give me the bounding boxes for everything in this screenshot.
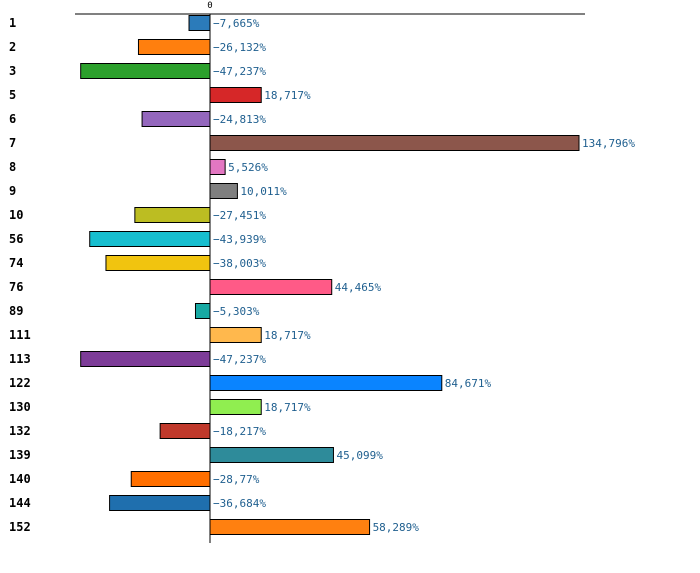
- bar-132: [159, 423, 211, 439]
- bar-89: [194, 303, 211, 319]
- zero-tick-label: 0: [207, 1, 212, 11]
- category-label: 76: [9, 280, 23, 294]
- category-label: 3: [9, 64, 16, 78]
- value-label: −27,451%: [213, 209, 266, 222]
- value-label: −28,77%: [213, 473, 260, 486]
- category-label: 1: [9, 16, 16, 30]
- category-label: 111: [9, 328, 31, 342]
- bar-8: [209, 159, 226, 175]
- value-label: 18,717%: [264, 89, 311, 102]
- bars-group: 1 −7,665% 2 −26,132% 3 −47,237% 5 18,717% 6 −24,8…: [9, 15, 635, 535]
- bar-1: [188, 15, 211, 31]
- value-label: −26,132%: [213, 41, 266, 54]
- value-label: 58,289%: [373, 521, 420, 534]
- value-label: −18,217%: [213, 425, 266, 438]
- category-label: 56: [9, 232, 23, 246]
- category-label: 113: [9, 352, 31, 366]
- bar-76: [209, 279, 333, 295]
- value-label: 18,717%: [264, 401, 311, 414]
- bar-7: [209, 135, 580, 151]
- bar-130: [209, 399, 262, 415]
- bar-2: [137, 39, 211, 55]
- value-label: −47,237%: [213, 353, 266, 366]
- value-label: −36,684%: [213, 497, 266, 510]
- category-label: 139: [9, 448, 31, 462]
- category-label: 7: [9, 136, 16, 150]
- bar-122: [209, 375, 443, 391]
- bar-140: [130, 471, 211, 487]
- bar-5: [209, 87, 262, 103]
- value-label: −47,237%: [213, 65, 266, 78]
- value-label: 45,099%: [336, 449, 383, 462]
- value-label: 44,465%: [335, 281, 382, 294]
- bar-9: [209, 183, 238, 199]
- value-label: 18,717%: [264, 329, 311, 342]
- bar-56: [89, 231, 211, 247]
- bar-6: [141, 111, 211, 127]
- value-label: −7,665%: [213, 17, 260, 30]
- category-label: 89: [9, 304, 23, 318]
- bar-74: [105, 255, 211, 271]
- value-label: 134,796%: [582, 137, 635, 150]
- category-label: 6: [9, 112, 16, 126]
- category-label: 9: [9, 184, 16, 198]
- value-label: 5,526%: [228, 161, 268, 174]
- value-label: −5,303%: [213, 305, 260, 318]
- category-label: 152: [9, 520, 31, 534]
- category-label: 140: [9, 472, 31, 486]
- bar-3: [80, 63, 211, 79]
- category-label: 10: [9, 208, 23, 222]
- value-label: −38,003%: [213, 257, 266, 270]
- bar-144: [109, 495, 211, 511]
- category-label: 130: [9, 400, 31, 414]
- category-label: 74: [9, 256, 23, 270]
- value-label: −24,813%: [213, 113, 266, 126]
- category-label: 2: [9, 40, 16, 54]
- category-label: 132: [9, 424, 31, 438]
- bar-10: [134, 207, 211, 223]
- category-label: 5: [9, 88, 16, 102]
- bar-113: [80, 351, 211, 367]
- value-label: 84,671%: [445, 377, 492, 390]
- value-label: −43,939%: [213, 233, 266, 246]
- value-label: 10,011%: [240, 185, 287, 198]
- bar-152: [209, 519, 371, 535]
- bar-111: [209, 327, 262, 343]
- bar-139: [209, 447, 334, 463]
- category-label: 144: [9, 496, 31, 510]
- category-label: 122: [9, 376, 31, 390]
- category-label: 8: [9, 160, 16, 174]
